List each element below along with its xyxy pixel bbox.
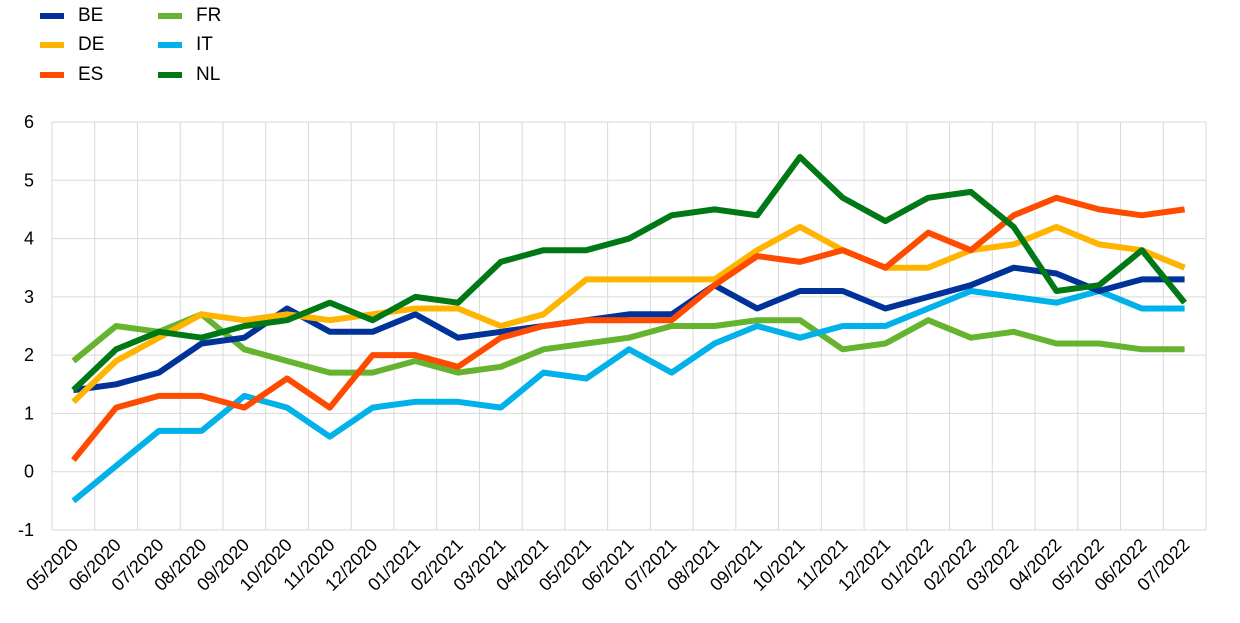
legend-label-it: IT: [196, 34, 213, 55]
y-tick-label: 0: [24, 462, 34, 482]
legend-label-de: DE: [78, 34, 105, 55]
grid: [51, 121, 1207, 531]
legend-swatch-fr: [158, 13, 182, 19]
legend-swatch-de: [40, 42, 64, 48]
legend-label-fr: FR: [196, 5, 222, 26]
legend-swatch-be: [40, 13, 64, 19]
legend-label-be: BE: [78, 5, 104, 26]
legend-item-nl: NL: [158, 63, 220, 87]
legend-item-de: DE: [40, 33, 104, 57]
series-line-de: [71, 223, 1186, 404]
series-line-fr: [71, 311, 1185, 376]
y-tick-label: 1: [24, 403, 34, 423]
y-tick-label: 6: [24, 112, 34, 132]
y-tick-label: -1: [18, 520, 34, 540]
legend: BE DE ES FR IT NL: [40, 2, 340, 92]
series-line-es: [71, 194, 1186, 462]
legend-swatch-es: [40, 72, 64, 78]
y-tick-label: 5: [24, 170, 34, 190]
legend-item-fr: FR: [158, 4, 221, 28]
legend-label-es: ES: [78, 64, 104, 85]
y-tick-label: 3: [24, 287, 34, 307]
legend-item-it: IT: [158, 33, 213, 57]
y-tick-label: 4: [24, 229, 34, 249]
legend-swatch-it: [158, 42, 182, 48]
legend-item-es: ES: [40, 63, 103, 87]
legend-swatch-nl: [158, 72, 182, 78]
legend-label-nl: NL: [196, 64, 221, 85]
y-tick-label: 2: [24, 345, 34, 365]
legend-item-be: BE: [40, 4, 103, 28]
series-line-be: [72, 264, 1185, 394]
series-line-nl: [71, 154, 1187, 393]
axes: -1012345605/202006/202007/202008/202009/…: [18, 112, 1193, 595]
series-lines: [71, 154, 1187, 504]
